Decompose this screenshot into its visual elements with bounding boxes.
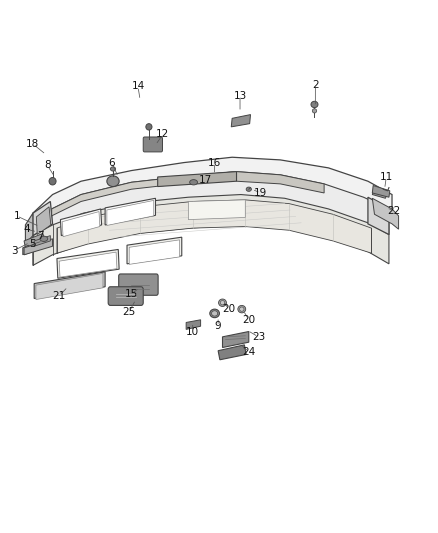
Text: 19: 19 [254, 188, 267, 198]
Polygon shape [34, 272, 105, 298]
Ellipse shape [219, 299, 226, 306]
Text: 5: 5 [29, 239, 36, 249]
Polygon shape [24, 241, 44, 255]
Text: 11: 11 [380, 172, 393, 182]
Polygon shape [368, 197, 389, 235]
Ellipse shape [146, 124, 152, 130]
Polygon shape [105, 198, 155, 225]
Polygon shape [24, 233, 45, 248]
Ellipse shape [107, 176, 119, 187]
Polygon shape [188, 200, 245, 220]
Ellipse shape [190, 180, 198, 185]
Polygon shape [52, 172, 237, 216]
Polygon shape [218, 345, 246, 360]
Ellipse shape [240, 307, 244, 311]
Polygon shape [60, 209, 102, 236]
Polygon shape [158, 172, 237, 187]
Polygon shape [372, 198, 399, 229]
Text: 14: 14 [131, 82, 145, 91]
Ellipse shape [312, 109, 317, 113]
Text: 3: 3 [11, 246, 18, 255]
FancyBboxPatch shape [143, 137, 162, 152]
Polygon shape [33, 157, 392, 230]
Polygon shape [127, 237, 182, 264]
Text: 10: 10 [186, 327, 199, 336]
Polygon shape [372, 185, 390, 197]
Ellipse shape [49, 177, 56, 185]
Ellipse shape [110, 167, 116, 171]
FancyBboxPatch shape [108, 287, 143, 305]
Text: 2: 2 [312, 80, 319, 90]
Polygon shape [107, 200, 154, 225]
Text: 16: 16 [208, 158, 221, 167]
Polygon shape [24, 239, 53, 255]
Polygon shape [23, 245, 28, 255]
Text: 24: 24 [242, 347, 255, 357]
Polygon shape [34, 236, 50, 246]
Text: 1: 1 [13, 211, 20, 221]
Text: 21: 21 [53, 291, 66, 301]
Ellipse shape [40, 236, 48, 241]
Polygon shape [186, 320, 201, 329]
Text: 20: 20 [242, 315, 255, 325]
Polygon shape [372, 188, 388, 198]
Polygon shape [57, 249, 119, 278]
Text: 4: 4 [23, 224, 30, 234]
Text: 18: 18 [26, 139, 39, 149]
Ellipse shape [246, 187, 251, 191]
Polygon shape [52, 172, 389, 235]
Text: 9: 9 [215, 321, 222, 331]
Polygon shape [62, 212, 100, 237]
FancyBboxPatch shape [119, 274, 158, 295]
Ellipse shape [238, 305, 246, 313]
Polygon shape [223, 332, 249, 348]
Ellipse shape [212, 311, 218, 316]
Text: 12: 12 [156, 130, 170, 139]
Text: 22: 22 [388, 206, 401, 215]
Text: 25: 25 [123, 307, 136, 317]
Text: 23: 23 [252, 332, 265, 342]
Polygon shape [237, 172, 324, 193]
Polygon shape [25, 213, 33, 244]
Polygon shape [57, 200, 371, 253]
Text: 7: 7 [37, 231, 44, 240]
Polygon shape [59, 252, 117, 277]
Text: 13: 13 [233, 91, 247, 101]
Text: 20: 20 [222, 304, 235, 314]
Polygon shape [231, 115, 251, 127]
Ellipse shape [210, 309, 219, 318]
Polygon shape [36, 273, 103, 300]
Polygon shape [129, 240, 180, 264]
Ellipse shape [220, 301, 225, 305]
Text: 15: 15 [125, 289, 138, 299]
Text: 6: 6 [108, 158, 115, 167]
Text: 8: 8 [44, 160, 51, 170]
Polygon shape [33, 201, 53, 236]
Polygon shape [36, 207, 51, 235]
Text: 17: 17 [199, 175, 212, 185]
Polygon shape [33, 195, 389, 265]
Ellipse shape [311, 101, 318, 108]
